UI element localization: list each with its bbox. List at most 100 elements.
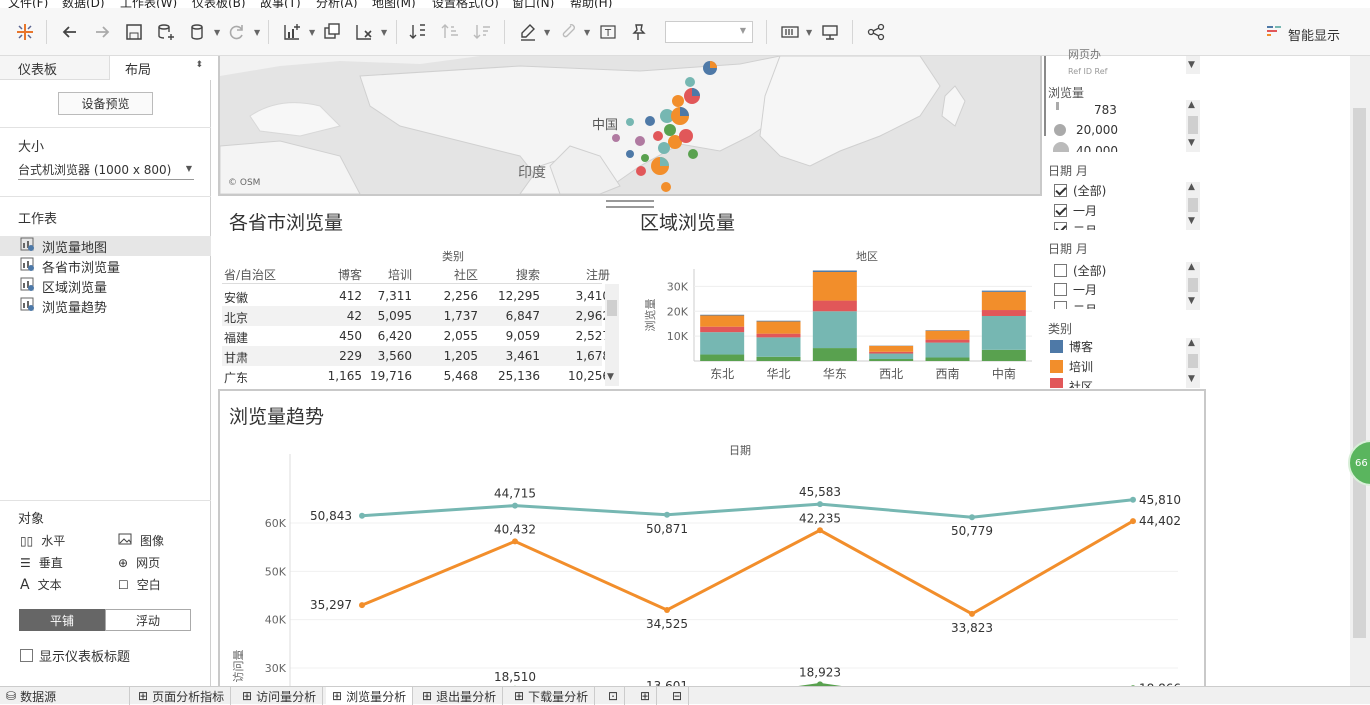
new-worksheet-tab[interactable]: ⊡ <box>602 687 625 705</box>
region-bar-chart[interactable]: 30K20K10K浏览量东北华北华东西北西南中南 <box>624 261 1044 386</box>
fit-dropdown[interactable]: ▼ <box>665 21 753 43</box>
date-filter-item[interactable]: 一月 <box>1054 281 1097 298</box>
tab-dashboard[interactable]: 仪表板 <box>0 56 110 80</box>
new-story-tab[interactable]: ⊟ <box>666 687 689 705</box>
object-horizontal[interactable]: ▯▯水平 <box>20 532 65 549</box>
tile-button[interactable]: 平铺 <box>19 609 105 631</box>
filter-scrollbar[interactable]: ▲▼ <box>1186 182 1200 230</box>
date-filter-item[interactable]: 二月 <box>1054 301 1097 309</box>
color-legend-item[interactable]: 博客 <box>1050 338 1093 355</box>
sheet-item[interactable]: 浏览量趋势 <box>0 296 211 316</box>
clear-sheet-icon[interactable] <box>352 20 376 44</box>
filter-scrollbar[interactable]: ▲▼ <box>1186 262 1200 310</box>
column-header[interactable]: 社区 <box>454 266 478 283</box>
presentation-mode-icon[interactable] <box>818 20 842 44</box>
legend-scrollbar[interactable]: ▲▼ <box>1186 100 1200 152</box>
menu-window[interactable]: 窗口(N) <box>512 0 554 8</box>
show-title-checkbox[interactable]: 显示仪表板标题 <box>20 646 130 665</box>
object-blank[interactable]: ☐空白 <box>118 576 161 593</box>
sheet-item[interactable]: 区域浏览量 <box>0 276 211 296</box>
tab-pageview-analysis[interactable]: ⊞浏览量分析 <box>326 687 413 705</box>
bar-segment <box>757 321 801 333</box>
tab-download-analysis[interactable]: ⊞下载量分析 <box>508 687 595 705</box>
object-web[interactable]: ⊕网页 <box>118 554 160 571</box>
sort-descending-icon[interactable] <box>470 20 494 44</box>
pause-update-icon[interactable] <box>186 20 210 44</box>
tab-datasource[interactable]: ⛁数据源 <box>0 687 130 705</box>
tab-visit-analysis[interactable]: ⊞访问量分析 <box>236 687 323 705</box>
column-header[interactable]: 注册 <box>586 266 610 283</box>
column-header[interactable]: 搜索 <box>516 266 540 283</box>
column-header[interactable]: 博客 <box>338 266 362 283</box>
show-me-label: 智能显示 <box>1288 25 1340 44</box>
swap-icon[interactable] <box>406 20 430 44</box>
forward-icon[interactable] <box>90 20 114 44</box>
new-sheet-icon[interactable] <box>280 20 304 44</box>
menu-dashboard[interactable]: 仪表板(B) <box>192 0 246 8</box>
group-members-icon[interactable] <box>556 20 580 44</box>
new-dashboard-tab[interactable]: ⊞ <box>634 687 657 705</box>
column-header[interactable]: 培训 <box>388 266 412 283</box>
bar-segment <box>926 340 970 343</box>
size-dropdown[interactable]: 台式机浏览器 (1000 x 800) ▼ <box>18 160 194 180</box>
menu-worksheet[interactable]: 工作表(W) <box>120 0 177 8</box>
highlight-icon[interactable] <box>516 20 540 44</box>
duplicate-sheet-icon[interactable] <box>320 20 344 44</box>
bar-segment <box>869 352 913 354</box>
map-view[interactable]: 中国 印度 © OSM <box>218 56 1042 196</box>
tab-layout[interactable]: 布局 ⬍ <box>111 56 211 80</box>
sheet-item[interactable]: 各省市浏览量 <box>0 256 211 276</box>
show-cards-icon[interactable] <box>778 20 802 44</box>
color-legend-item[interactable]: 社区 <box>1050 378 1093 388</box>
menu-story[interactable]: 故事(T) <box>260 0 301 8</box>
menu-format[interactable]: 设置格式(O) <box>432 0 499 8</box>
save-icon[interactable] <box>122 20 146 44</box>
updown-icon: ⬍ <box>195 60 203 70</box>
share-icon[interactable] <box>864 20 888 44</box>
date-filter-item[interactable]: 二月 <box>1054 222 1097 230</box>
menu-analysis[interactable]: 分析(A) <box>316 0 358 8</box>
legend-scrollbar[interactable]: ▲▼ <box>1186 338 1200 388</box>
column-header[interactable]: 省/自治区 <box>224 266 276 283</box>
dashboard-scrollbar[interactable] <box>1350 56 1370 686</box>
sheet-item[interactable]: 浏览量地图 <box>0 236 211 256</box>
pin-icon[interactable] <box>626 20 650 44</box>
new-dashboard-icon: ⊞ <box>640 689 650 703</box>
object-vertical[interactable]: ☰垂直 <box>20 554 63 571</box>
trend-line-chart[interactable]: 60K50K40K30K20K访问量50,84344,71550,87145,5… <box>220 454 1204 686</box>
refresh-icon[interactable] <box>225 20 249 44</box>
back-icon[interactable] <box>58 20 82 44</box>
tab-exit-analysis[interactable]: ⊞退出量分析 <box>416 687 503 705</box>
menu-data[interactable]: 数据(D) <box>62 0 105 8</box>
date-filter-item[interactable]: 一月 <box>1054 202 1097 219</box>
menu-file[interactable]: 文件(F) <box>8 0 48 8</box>
bar-segment <box>700 315 744 326</box>
menu-map[interactable]: 地图(M) <box>372 0 416 8</box>
table-scrollbar[interactable]: ▼ <box>605 284 619 386</box>
object-image[interactable]: 图像 <box>118 532 164 549</box>
resize-handle[interactable] <box>606 200 654 208</box>
date-filter-item[interactable]: (全部) <box>1054 182 1106 199</box>
tableau-logo-icon[interactable] <box>13 20 37 44</box>
scrollbar-thumb[interactable] <box>1353 108 1366 638</box>
sort-ascending-icon[interactable] <box>438 20 462 44</box>
show-mark-labels-icon[interactable]: T <box>596 20 620 44</box>
tab-page-metrics[interactable]: ⊞页面分析指标 <box>132 687 231 705</box>
show-me-button[interactable]: 智能显示 <box>1266 24 1340 44</box>
legend-scrollbar[interactable]: ▼ <box>1186 56 1200 74</box>
date-filter-item[interactable]: (全部) <box>1054 262 1106 279</box>
device-preview-button[interactable]: 设备预览 <box>58 92 153 115</box>
float-button[interactable]: 浮动 <box>105 609 191 631</box>
sheet-tab-bar: ⛁数据源 ⊞页面分析指标 ⊞访问量分析 ⊞浏览量分析 ⊞退出量分析 ⊞下载量分析… <box>0 686 1370 704</box>
menu-help[interactable]: 帮助(H) <box>570 0 612 8</box>
color-legend-item[interactable]: 培训 <box>1050 358 1093 375</box>
new-datasource-icon[interactable] <box>154 20 178 44</box>
sheets-title: 工作表 <box>18 208 57 227</box>
